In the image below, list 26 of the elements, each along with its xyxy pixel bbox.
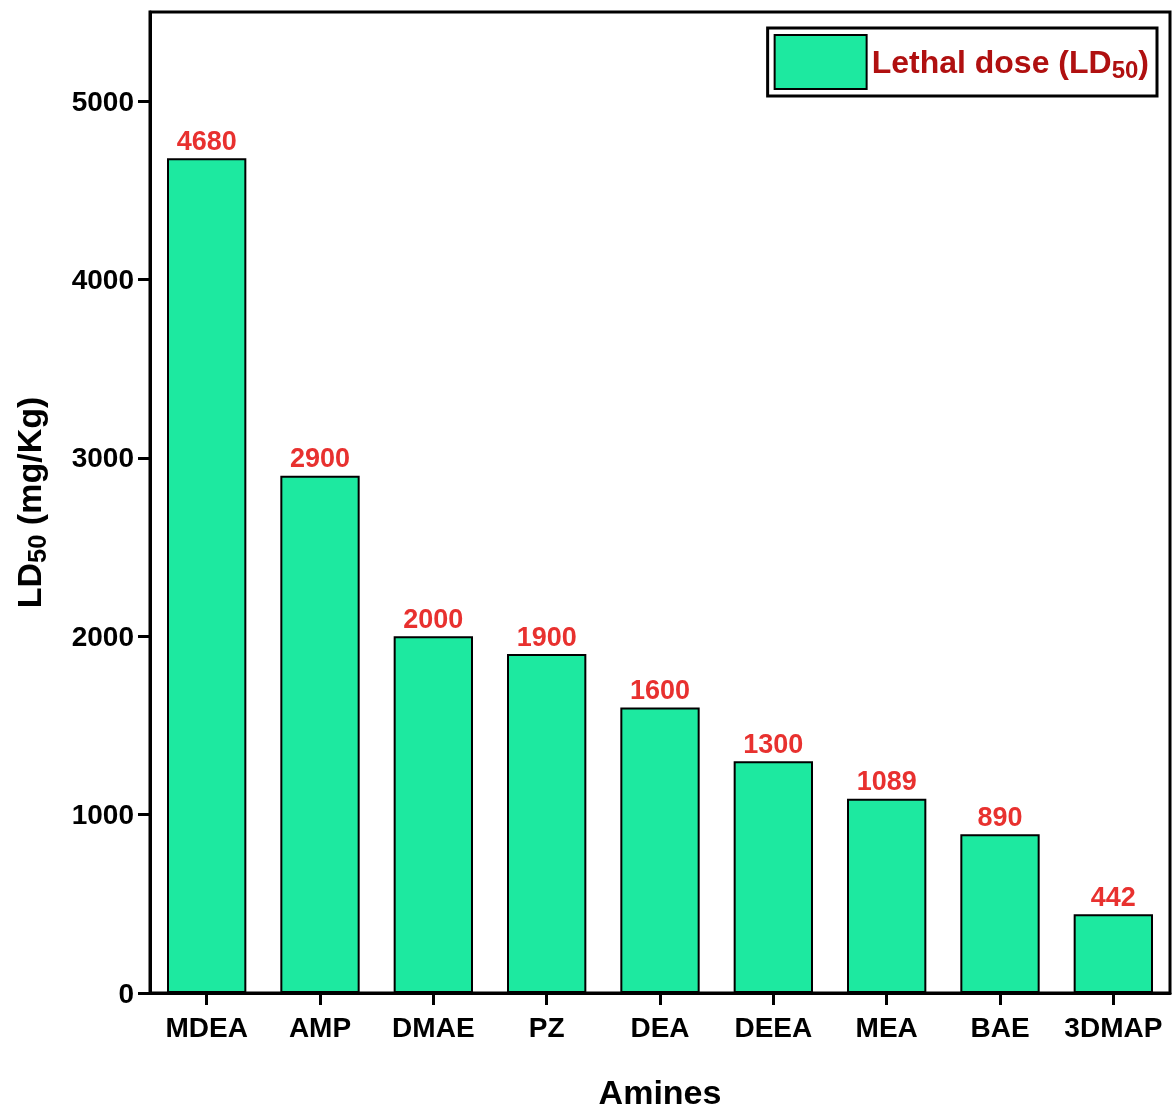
data-label: 2900 [289, 443, 351, 474]
data-label: 442 [1090, 881, 1136, 912]
y-tick-label: 2000 [71, 620, 134, 652]
data-label: 1600 [629, 675, 691, 706]
x-tick-label: BAE [970, 1011, 1030, 1043]
y-tick-label: 1000 [71, 799, 134, 831]
y-axis-title: LD50 (mg/Kg) [10, 396, 51, 609]
data-label: 2000 [403, 603, 464, 634]
y-tick-label: 4000 [71, 264, 134, 296]
x-tick-label: DMAE [392, 1011, 475, 1043]
data-label: 4680 [176, 125, 237, 156]
x-tick-label: AMP [288, 1011, 352, 1043]
data-label: 1900 [516, 621, 577, 652]
data-label: 890 [977, 801, 1023, 832]
x-tick-label: MDEA [165, 1011, 248, 1043]
x-tick-label: 3DMAP [1064, 1011, 1163, 1043]
x-axis-title: Amines [598, 1073, 722, 1111]
x-tick-label: DEA [630, 1011, 690, 1043]
x-tick-label: MEA [855, 1011, 918, 1043]
y-tick-label: 0 [118, 977, 134, 1009]
x-tick-label: DEEA [734, 1011, 813, 1043]
y-tick-label: 3000 [71, 442, 134, 474]
data-label: 1089 [856, 766, 917, 797]
data-label: 1300 [743, 728, 804, 759]
x-tick-label: PZ [528, 1011, 565, 1043]
y-tick-label: 5000 [71, 85, 134, 117]
